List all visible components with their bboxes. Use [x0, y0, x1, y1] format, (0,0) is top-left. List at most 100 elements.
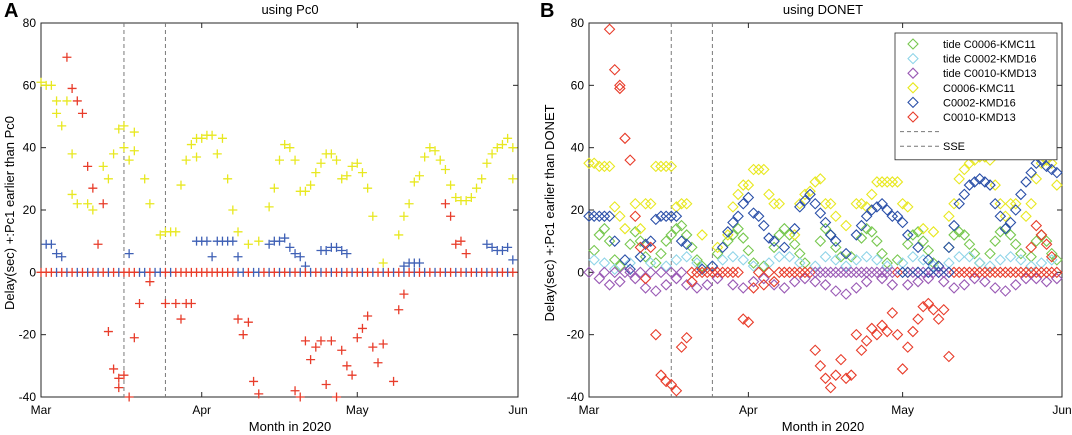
- panel-b-point-c0002-kmd16: [1030, 157, 1043, 170]
- panel-b-point-baseline-b-purple: [824, 266, 837, 279]
- panel-b-point-tide-c0006-kmc11: [830, 241, 842, 254]
- panel-b-point-baseline-b-purple: [819, 266, 832, 279]
- panel-b-point-c0010-kmd13: [886, 307, 899, 319]
- panel-b-point-c0002-kmd16: [871, 201, 883, 213]
- panel-b-point-baseline-b-purple: [644, 266, 657, 279]
- panel-b-point-baseline-b-purple: [881, 266, 893, 279]
- panel-b-point-c0002-kmd16: [1040, 160, 1053, 173]
- panel-b-point-tide-c0010-kmd13: [788, 275, 801, 288]
- panel-b-point-tide-c0006-kmc11: [865, 226, 878, 238]
- panel-a-point-c0010-kmd13: [300, 336, 310, 346]
- panel-b-point-c0002-kmd16: [660, 210, 672, 223]
- panel-a-point-c0006-kmc11: [508, 174, 518, 184]
- panel-b-point-c0010-kmd13: [891, 328, 904, 341]
- panel-b-point-c0002-kmd16: [665, 210, 678, 223]
- panel-b-point-tide-c0010-kmd13: [701, 279, 714, 291]
- panel-b-point-c0006-kmc11: [871, 176, 883, 188]
- panel-b-point-tide-c0002-kmd16: [1015, 254, 1027, 266]
- panel-b-point-c0010-kmd13: [1045, 250, 1058, 263]
- panel-a-point-baseline-red: [98, 267, 108, 277]
- panel-b-point-c0006-kmc11: [994, 197, 1007, 210]
- panel-a-point-c0002-kmd16: [508, 255, 518, 265]
- panel-b-point-tide-c0010-kmd13: [629, 272, 642, 285]
- panel-a-point-c0002-kmd16: [295, 252, 305, 262]
- panel-b-point-c0006-kmc11: [788, 229, 801, 241]
- panel-b-point-tide-c0002-kmd16: [881, 260, 893, 272]
- panel-a-point-c0010-kmd13: [83, 161, 93, 171]
- panel-b-point-c0010-kmd13: [881, 325, 893, 338]
- panel-b-point-tide-c0010-kmd13: [819, 279, 832, 291]
- panel-b-point-baseline-b: [989, 266, 1001, 279]
- panel-a-point-c0006-kmc11: [477, 174, 487, 184]
- panel-b-point-tide-c0006-kmc11: [814, 235, 827, 247]
- panel-b-point-c0002-kmd16: [922, 254, 935, 266]
- panel-a-point-c0006-kmc11: [430, 146, 440, 156]
- panel-b-point-tide-c0006-kmc11: [1030, 235, 1043, 247]
- panel-b-point-c0006-kmc11: [650, 160, 662, 173]
- panel-b-point-tide-c0006-kmc11: [634, 235, 647, 247]
- panel-b-legend-label: SSE: [943, 141, 965, 153]
- panel-b-point-tide-c0006-kmc11: [922, 244, 935, 257]
- panel-b-point-c0002-kmd16: [896, 216, 909, 229]
- panel-b-point-c0006-kmc11: [881, 176, 893, 188]
- panel-b-point-c0002-kmd16: [1015, 188, 1027, 201]
- panel-b-point-tide-c0006-kmc11: [860, 222, 873, 235]
- panel-b-point-baseline-b: [799, 266, 811, 279]
- panel-b-point-baseline-b: [783, 266, 796, 279]
- panel-a-point-baseline-red: [342, 267, 352, 277]
- panel-b-point-tide-c0002-kmd16: [680, 250, 693, 263]
- panel-b-point-baseline-b-purple: [845, 266, 857, 279]
- panel-b-point-tide-c0010-kmd13: [670, 272, 683, 285]
- panel-b-point-baseline-b-purple: [850, 266, 863, 279]
- panel-b-point-tide-c0006-kmc11: [968, 247, 981, 260]
- panel-b-point-c0010-kmd13: [670, 384, 683, 397]
- panel-b-point-c0010-kmd13: [655, 369, 667, 381]
- panel-b-point-baseline-b-purple: [598, 266, 611, 279]
- panel-b-point-c0002-kmd16: [814, 207, 827, 219]
- panel-a-point-c0002-kmd16: [207, 252, 217, 262]
- panel-b-point-c0006-kmc11: [665, 160, 678, 173]
- panel-b-point-tide-c0006-kmc11: [788, 238, 801, 251]
- panel-a-plot-frame: [40, 22, 519, 398]
- panel-b-point-c0002-kmd16: [670, 210, 683, 223]
- panel-b-point-baseline-b-purple: [860, 266, 873, 279]
- panel-b-point-c0006-kmc11: [1020, 210, 1032, 223]
- panel-b-point-tide-c0006-kmc11: [588, 244, 600, 257]
- panel-a-point-c0006-kmc11: [461, 196, 471, 206]
- panel-a-point-c0002-kmd16: [342, 249, 352, 259]
- panel-b-point-tide-c0006-kmc11: [819, 222, 832, 235]
- panel-b-point-baseline-b: [953, 266, 965, 279]
- panel-a-point-c0006-kmc11: [217, 133, 227, 143]
- panel-b-point-tide-c0010-kmd13: [830, 285, 842, 297]
- panel-a-point-c0010-kmd13: [357, 323, 367, 333]
- panel-b-point-tide-c0010-kmd13: [1009, 279, 1022, 291]
- panel-b-point-c0006-kmc11: [958, 163, 971, 176]
- panel-b-ytick-label: 80: [571, 16, 585, 30]
- panel-a-point-c0006-kmc11: [316, 158, 326, 168]
- panel-b-point-c0002-kmd16: [737, 197, 750, 210]
- panel-b-point-c0006-kmc11: [634, 222, 647, 235]
- panel-a-point-c0006-kmc11: [197, 133, 207, 143]
- panel-b-point-baseline-b-purple: [876, 266, 888, 279]
- panel-b-point-c0002-kmd16: [989, 197, 1001, 210]
- panel-b-point-c0002-kmd16: [1004, 216, 1017, 229]
- panel-a-point-c0006-kmc11: [508, 143, 518, 153]
- panel-a-point-baseline-red: [394, 267, 404, 277]
- panel-a-point-c0006-kmc11: [83, 199, 93, 209]
- panel-a-point-c0006-kmc11: [171, 227, 181, 237]
- panel-b-legend-label: C0002-KMD16: [943, 97, 1016, 109]
- panel-b: B using DONET Month in 2020 Delay(sec) +…: [540, 0, 1072, 434]
- panel-b-legend-marker: [907, 67, 919, 79]
- panel-a-point-c0010-kmd13: [337, 345, 347, 355]
- panel-b-point-baseline-b-purple: [583, 266, 595, 279]
- panel-b-point-c0002-kmd16: [624, 263, 636, 275]
- panel-b-point-baseline-b-blue: [901, 266, 914, 279]
- panel-a-point-c0006-kmc11: [290, 155, 300, 165]
- panel-b-point-c0010-kmd13: [809, 344, 821, 357]
- panel-b-point-c0002-kmd16: [747, 207, 760, 219]
- panel-a-point-c0006-kmc11: [337, 174, 347, 184]
- panel-a-point-baseline-red: [311, 267, 321, 277]
- panel-b-point-c0006-kmc11: [799, 188, 811, 201]
- panel-b-point-c0006-kmc11: [675, 197, 688, 210]
